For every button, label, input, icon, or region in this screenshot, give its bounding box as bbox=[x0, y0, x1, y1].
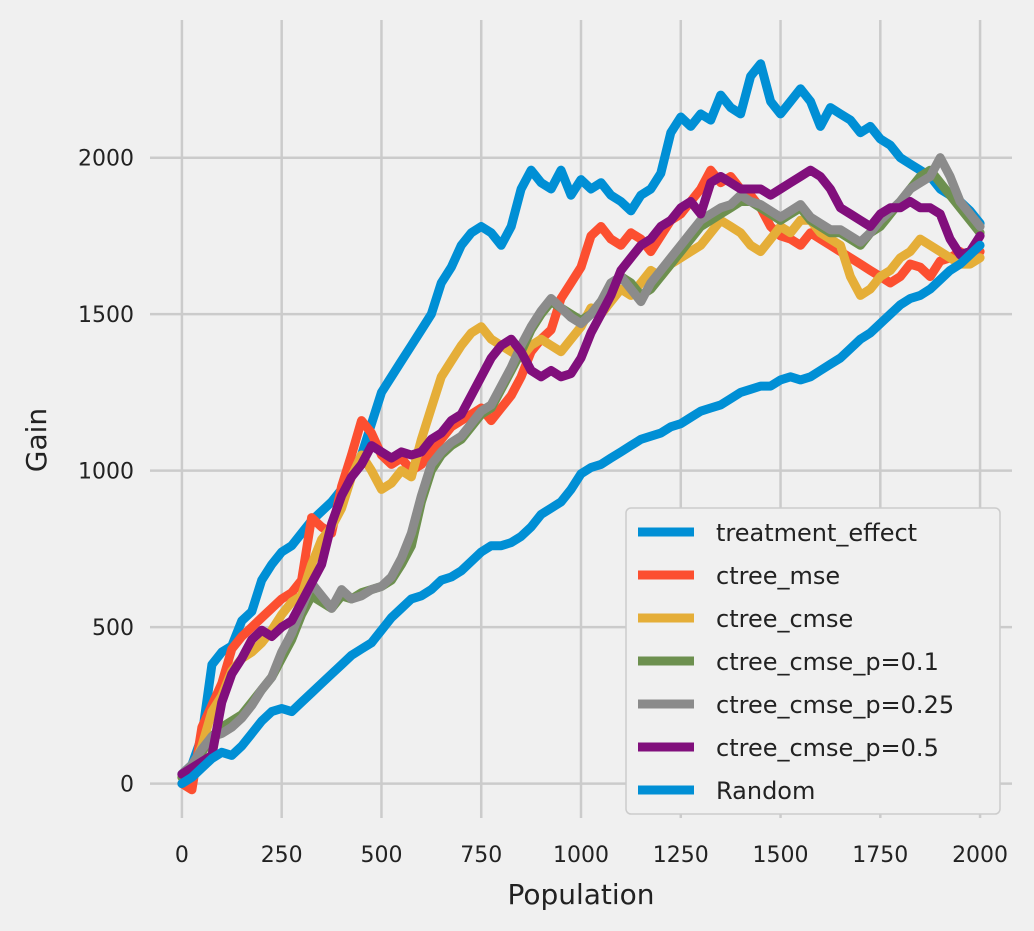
series-line-random bbox=[177, 240, 985, 789]
y-tick-label: 2000 bbox=[78, 147, 134, 172]
legend-entry-label: treatment_effect bbox=[716, 519, 917, 547]
legend-entry-label: ctree_cmse bbox=[716, 605, 853, 633]
legend-frame bbox=[625, 507, 1001, 815]
y-axis-label: Gain bbox=[20, 408, 53, 472]
legend-entry-label: Random bbox=[716, 777, 815, 805]
series-line-ctree-cmse-p-0-25 bbox=[177, 153, 985, 779]
legend: treatment_effect ctree_mse ctree_cmsectree… bbox=[625, 507, 1001, 815]
x-tick-labels: 0 250 500 750 1000 1250 1500 1750 2000 bbox=[175, 843, 1008, 868]
y-tick-label: 1500 bbox=[78, 303, 134, 328]
x-tick-label: 1000 bbox=[553, 843, 609, 868]
y-tick-labels: 0 500 1000 1500 2000 bbox=[78, 147, 134, 798]
series-lines bbox=[177, 59, 985, 795]
y-tick-label: 500 bbox=[92, 616, 134, 641]
y-tick-label: 0 bbox=[120, 773, 134, 798]
legend-entry-label: ctree_cmse_p=0.5 bbox=[716, 734, 939, 762]
x-tick-label: 500 bbox=[360, 843, 402, 868]
series-line-ctree-cmse-p-0-5 bbox=[177, 165, 985, 779]
x-tick-label: 2000 bbox=[952, 843, 1008, 868]
y-tick-label: 1000 bbox=[78, 460, 134, 485]
legend-entry-label: ctree_cmse_p=0.1 bbox=[716, 648, 939, 676]
x-tick-label: 750 bbox=[460, 843, 502, 868]
x-tick-label: 1750 bbox=[852, 843, 908, 868]
x-tick-label: 0 bbox=[175, 843, 189, 868]
legend-entry-label: ctree_cmse_p=0.25 bbox=[716, 691, 954, 719]
x-tick-label: 250 bbox=[261, 843, 303, 868]
x-axis-label: Population bbox=[507, 878, 654, 911]
x-tick-label: 1250 bbox=[653, 843, 709, 868]
legend-entry-label: ctree_mse bbox=[716, 562, 840, 590]
x-tick-label: 1500 bbox=[753, 843, 809, 868]
